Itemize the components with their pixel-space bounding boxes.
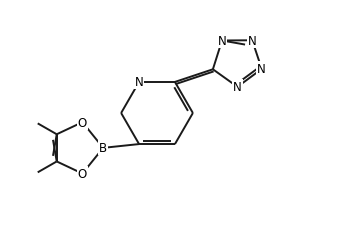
Text: N: N (258, 63, 266, 76)
Text: O: O (78, 167, 87, 180)
Text: N: N (248, 35, 256, 47)
Text: N: N (135, 76, 143, 89)
Text: B: B (99, 142, 107, 155)
Text: O: O (78, 116, 87, 129)
Text: N: N (233, 81, 242, 94)
Text: N: N (218, 35, 227, 48)
